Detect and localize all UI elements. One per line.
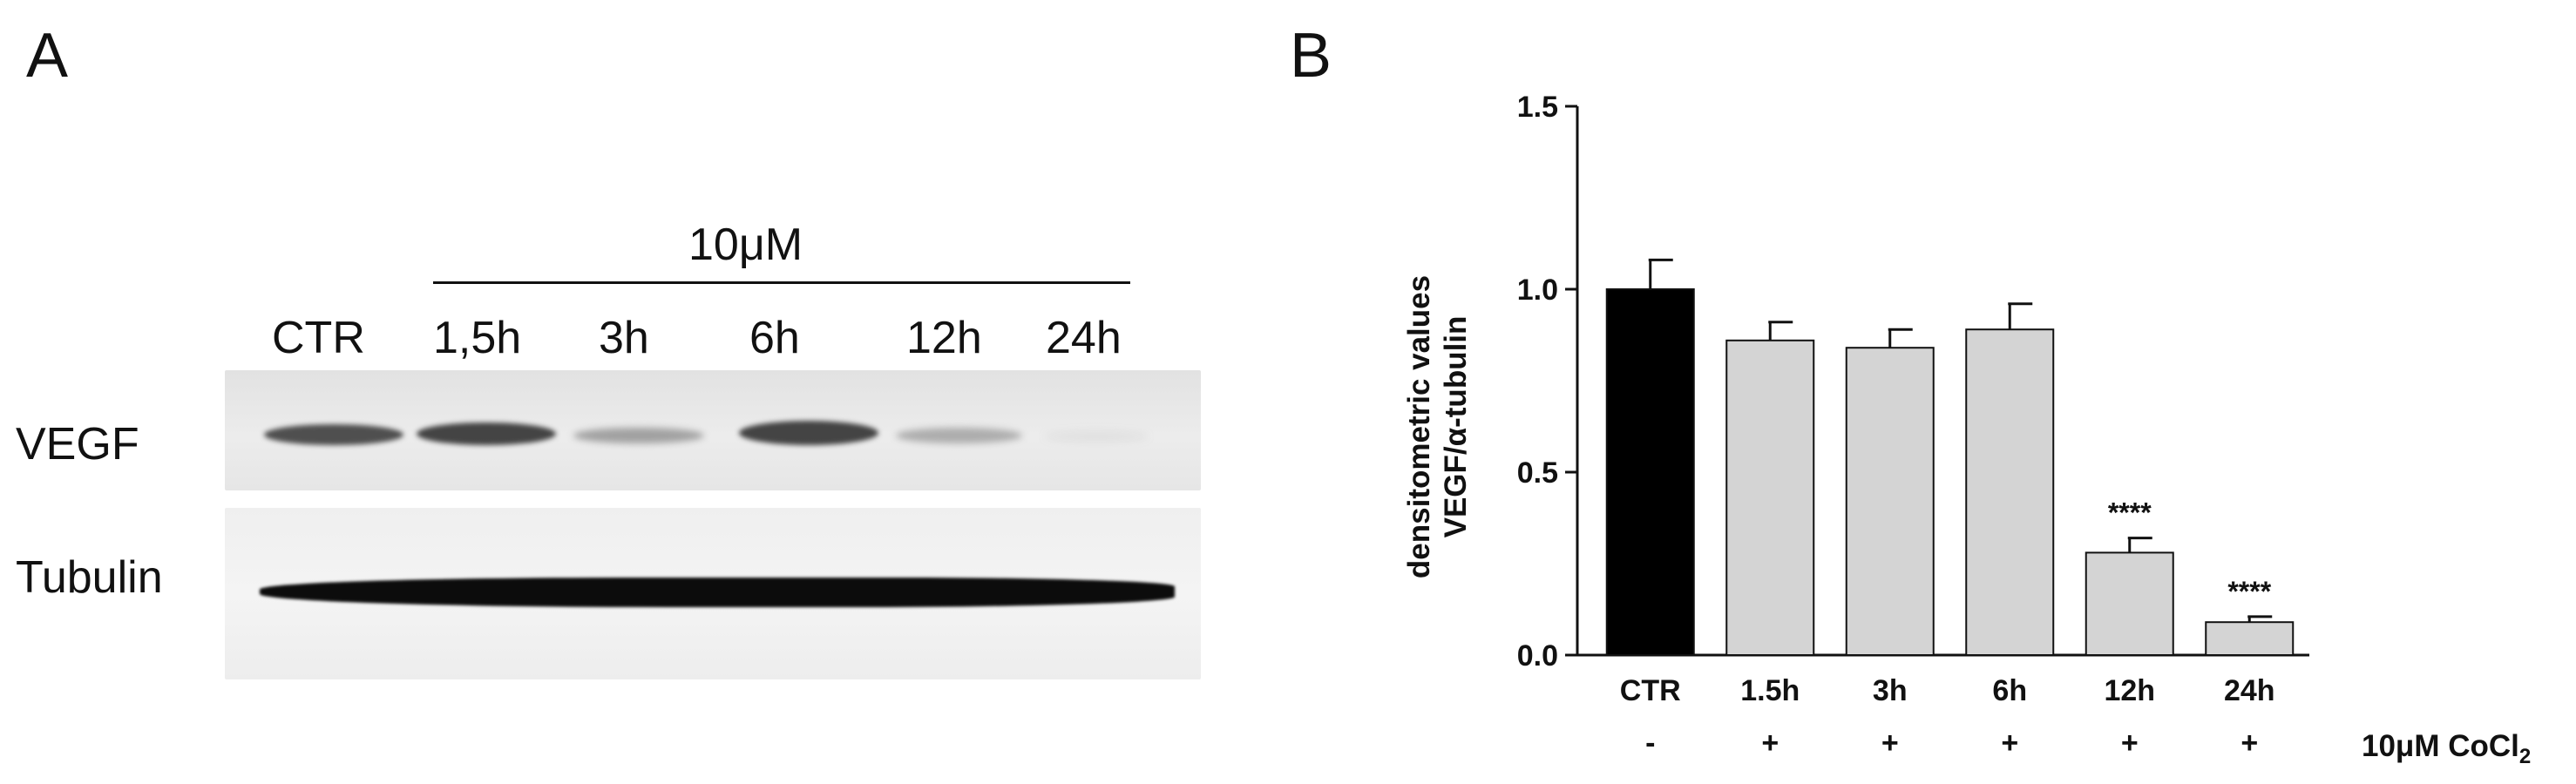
lane-label-12h: 12h [906, 313, 982, 363]
treatment-concentration-label: 10μM [688, 220, 803, 270]
vegf-band-ctr [264, 424, 403, 445]
panel-b-letter: B [1290, 21, 1332, 91]
treatment-mark-1: + [1761, 727, 1779, 760]
tubulin-band [260, 578, 1175, 607]
treatment-mark-4: + [2121, 727, 2139, 760]
lane-label-3h: 3h [599, 313, 649, 363]
x-category-label-2: 3h [1873, 674, 1908, 707]
row-label-vegf: VEGF [16, 419, 139, 470]
row-label-tubulin: Tubulin [16, 552, 163, 603]
vegf-band-3h [573, 428, 704, 443]
x-category-label-0: CTR [1620, 674, 1681, 707]
bar-0 [1605, 288, 1695, 656]
lane-label-ctr: CTR [272, 313, 365, 363]
bar-4 [2085, 551, 2174, 657]
panel-a-letter: A [26, 21, 69, 91]
vegf-band-12h [896, 428, 1022, 443]
vegf-band-6h [739, 421, 878, 445]
treatment-mark-0: - [1645, 727, 1655, 760]
chart-labels: CTR - 1.5h +3h +6h +12h + **** 24h + **** [1620, 497, 2275, 760]
chart-axes: 0.0 0.5 1.0 1.5 [1517, 91, 2309, 672]
x-category-label-3: 6h [1992, 674, 2027, 707]
bar-chart: 0.0 0.5 1.0 1.5 CTR - 1.5h +3h +6h +12h + **** 24h +… [1402, 91, 2531, 768]
vegf-membrane-strip [225, 370, 1201, 490]
treatment-mark-3: + [2001, 727, 2018, 760]
lane-label-6h: 6h [749, 313, 800, 363]
y-tick-label-1: 0.5 [1517, 456, 1558, 490]
treatment-mark-5: + [2240, 727, 2258, 760]
x-category-label-4: 12h [2104, 674, 2155, 707]
significance-mark-5: **** [2227, 576, 2271, 607]
treatment-row-label-main: 10μM CoCl [2362, 729, 2519, 763]
vegf-band-1-5h [417, 422, 556, 445]
treatment-row-label: 10μM CoCl2 [2362, 729, 2531, 768]
bar-5 [2205, 621, 2295, 657]
treatment-bracket-line [433, 281, 1130, 284]
y-tick-label-3: 1.5 [1517, 91, 1558, 124]
chart-bars [1605, 288, 2295, 657]
y-axis-title-line-1: densitometric values [1402, 275, 1436, 578]
bar-3 [1965, 328, 2055, 656]
chart-error-bars [1648, 258, 2273, 623]
y-tick-label-0: 0.0 [1517, 639, 1558, 672]
lane-label-1-5h: 1,5h [433, 313, 522, 363]
x-category-label-1: 1.5h [1740, 674, 1800, 707]
treatment-row-label-subscript: 2 [2519, 745, 2531, 768]
lane-label-24h: 24h [1046, 313, 1122, 363]
y-axis-title-line-2: VEGF/α-tubulin [1439, 316, 1473, 538]
bar-1 [1725, 339, 1815, 656]
tubulin-membrane-strip [225, 508, 1201, 679]
bar-2 [1845, 347, 1935, 656]
treatment-mark-2: + [1881, 727, 1899, 760]
significance-mark-4: **** [2108, 497, 2152, 529]
x-category-label-5: 24h [2224, 674, 2275, 707]
vegf-band-24h [1044, 431, 1149, 442]
y-tick-label-2: 1.0 [1517, 274, 1558, 307]
